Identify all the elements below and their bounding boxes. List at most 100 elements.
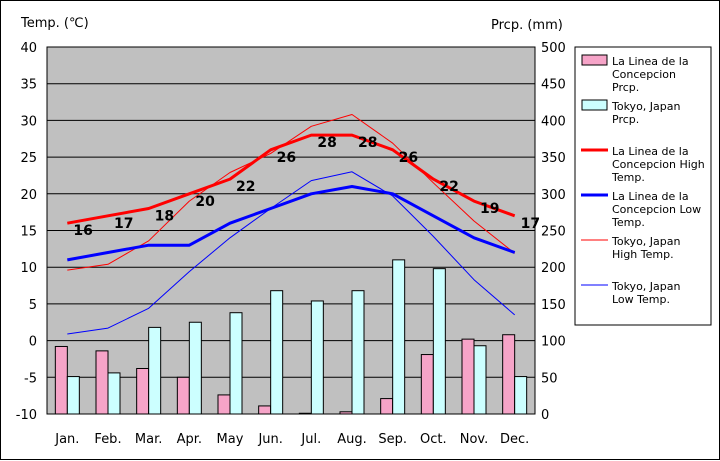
temp-series-line [67, 133, 516, 225]
month-tick-label: Aug. [337, 432, 367, 447]
temp-series-line [67, 185, 516, 262]
legend-label: Concepcion High [612, 158, 705, 171]
month-tick-label: Jul. [300, 432, 321, 447]
prcp-bar [392, 259, 406, 415]
legend-swatch [581, 54, 608, 66]
month-tick-label: Jan. [54, 432, 79, 447]
legend-swatch [581, 99, 608, 111]
legend-box [574, 46, 712, 326]
temp-series-line [67, 114, 516, 271]
prcp-bar [176, 376, 190, 415]
month-tick-label: May [217, 432, 244, 447]
prcp-bar [461, 338, 475, 415]
prcp-bar [473, 345, 487, 415]
prcp-tick-label: 500 [541, 41, 566, 56]
legend-label: Temp. [611, 171, 645, 184]
prcp-tick-label: 200 [541, 261, 566, 276]
data-label: 18 [155, 208, 174, 224]
prcp-bar [432, 268, 446, 415]
legend-label: Prcp. [612, 113, 639, 126]
temp-tick-label: 5 [29, 298, 37, 313]
prcp-bar [339, 411, 353, 415]
gridlines [47, 83, 535, 378]
legend-label: Tokyo, Japan [611, 280, 680, 293]
legend-label: La Linea de la [612, 190, 689, 203]
prcp-bar [148, 326, 162, 415]
prcp-bar [258, 405, 272, 415]
prcp-tick-label: 350 [541, 151, 566, 166]
data-label: 17 [521, 216, 540, 232]
data-label: 19 [480, 201, 499, 217]
legend-label: La Linea de la [612, 145, 689, 158]
prcp-bar [298, 412, 312, 415]
month-tick-label: Dec. [500, 432, 529, 447]
data-label: 28 [317, 135, 336, 151]
legend-label: Prcp. [612, 81, 639, 94]
prcp-tick-label: 50 [541, 371, 558, 386]
prcp-tick-label: 150 [541, 298, 566, 313]
month-tick-label: Sep. [378, 432, 407, 447]
temperature-lines [67, 114, 516, 335]
prcp-tick-label: 400 [541, 114, 566, 129]
prcp-bar [188, 321, 202, 415]
data-label: 20 [195, 194, 215, 210]
legend-label: La Linea de la [612, 55, 689, 68]
high-temp-data-labels: 16 17 18 20 22 26 28 28 26 22 19 17 [73, 135, 540, 239]
temp-tick-label: 0 [29, 335, 37, 350]
legend-label: High Temp. [612, 248, 674, 261]
prcp-bar [54, 345, 68, 415]
temp-tick-label: 40 [20, 41, 37, 56]
prcp-bar [136, 367, 150, 415]
temp-tick-label: 15 [20, 225, 37, 240]
prcp-bar [351, 290, 365, 415]
prcp-bar [217, 394, 231, 415]
legend-label: Concepcion Low [612, 203, 701, 216]
legend-label: Tokyo, Japan [611, 235, 680, 248]
prcp-bar [380, 398, 394, 415]
prcp-bar [502, 334, 516, 415]
data-label: 16 [73, 223, 92, 239]
prcp-tick-label: 450 [541, 78, 566, 93]
prcp-bar [95, 350, 109, 415]
month-axis-ticks: Jan. Feb. Mar. Apr. May Jun. Jul. Aug. Sep. Oct. N… [54, 432, 529, 447]
prcp-tick-label: 100 [541, 335, 566, 350]
data-label: 22 [236, 179, 255, 195]
month-tick-label: Nov. [460, 432, 489, 447]
temp-tick-label: 35 [20, 78, 37, 93]
month-tick-label: Oct. [420, 432, 447, 447]
temp-tick-label: 30 [20, 114, 37, 129]
month-tick-label: Apr. [177, 432, 202, 447]
temp-tick-label: 10 [20, 261, 37, 276]
data-label: 22 [439, 179, 458, 195]
data-label: 26 [277, 150, 296, 166]
temp-tick-label: 20 [20, 188, 37, 203]
temp-tick-label: 25 [20, 151, 37, 166]
temp-axis-ticks: 40 35 30 25 20 15 10 5 0 -5 -10 [16, 41, 37, 423]
month-tick-label: Mar. [135, 432, 162, 447]
data-label: 28 [358, 135, 377, 151]
prcp-bar [107, 372, 121, 415]
data-label: 17 [114, 216, 133, 232]
prcp-bar [270, 290, 284, 415]
temp-tick-label: -10 [16, 408, 37, 423]
legend-label: Temp. [611, 216, 645, 229]
precipitation-bars [54, 259, 528, 415]
prcp-bar [310, 300, 324, 415]
prcp-bar [514, 376, 528, 415]
temp-tick-label: -5 [24, 371, 37, 386]
prcp-bar [66, 376, 80, 415]
data-label: 26 [399, 150, 418, 166]
legend-label: Concepcion [612, 68, 676, 81]
prcp-tick-label: 250 [541, 225, 566, 240]
prcp-bar [420, 354, 434, 415]
prcp-axis-label: Prcp. (mm) [491, 18, 563, 33]
month-tick-label: Jun. [257, 432, 282, 447]
prcp-tick-label: 0 [541, 408, 549, 423]
month-tick-label: Feb. [94, 432, 121, 447]
prcp-tick-label: 300 [541, 188, 566, 203]
legend-label: Tokyo, Japan [611, 100, 680, 113]
